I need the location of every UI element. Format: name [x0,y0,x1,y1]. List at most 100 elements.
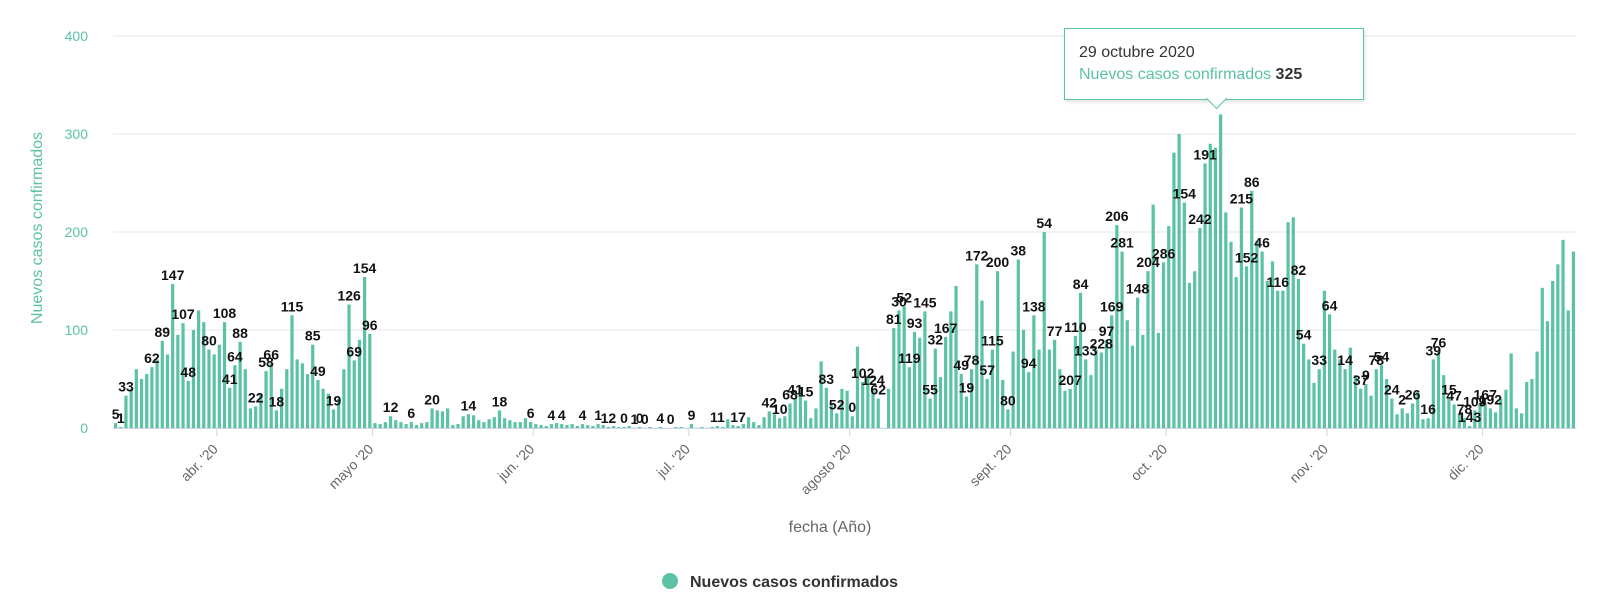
bar[interactable] [466,414,470,428]
bar[interactable] [139,379,144,428]
bar[interactable] [549,424,553,428]
bar[interactable] [798,386,803,428]
bar[interactable] [1084,359,1088,428]
bar[interactable] [1504,389,1508,428]
bar[interactable] [305,374,310,428]
bar[interactable] [1473,410,1477,428]
bar[interactable] [658,427,662,428]
bar[interactable] [1281,290,1285,428]
bar[interactable] [238,341,242,428]
bar[interactable] [1312,382,1316,428]
bar[interactable] [508,420,512,428]
bar[interactable] [783,416,787,428]
bar[interactable] [1104,339,1109,428]
bar[interactable] [1172,152,1176,428]
bar[interactable] [1219,114,1223,429]
bar[interactable] [492,417,496,428]
bar[interactable] [762,417,766,428]
bar[interactable] [1276,290,1280,428]
bar[interactable] [119,427,123,428]
bar[interactable] [1514,408,1518,428]
bar[interactable] [1224,212,1228,428]
bar[interactable] [752,422,756,428]
bar[interactable] [1545,321,1550,428]
bar[interactable] [720,427,725,428]
bar[interactable] [554,423,559,428]
bar[interactable] [212,354,216,429]
bar[interactable] [731,425,735,428]
bar[interactable] [1016,259,1020,428]
bar[interactable] [995,271,1000,428]
bar[interactable] [679,427,683,428]
bar[interactable] [1519,413,1524,428]
bar[interactable] [222,322,227,428]
bar[interactable] [1125,320,1129,428]
bar[interactable] [1317,369,1321,428]
bar[interactable] [1094,349,1098,428]
bar[interactable] [1250,190,1254,428]
bar[interactable] [202,322,206,428]
bar[interactable] [674,427,678,428]
bar[interactable] [1493,412,1498,428]
bar[interactable] [560,424,564,428]
bar[interactable] [228,387,232,428]
bar[interactable] [772,414,777,428]
bar[interactable] [233,365,237,428]
bar[interactable] [964,396,969,428]
bar[interactable] [1483,403,1487,429]
bar[interactable] [824,387,828,428]
bar[interactable] [637,427,642,428]
bar[interactable] [829,403,834,429]
bar[interactable] [1073,335,1077,428]
bar[interactable] [1078,292,1083,428]
bar[interactable] [648,427,652,428]
bar[interactable] [456,424,460,428]
bar[interactable] [596,424,600,428]
bar[interactable] [420,423,424,428]
bar[interactable] [487,419,491,428]
bar[interactable] [1395,414,1399,428]
bar[interactable] [295,359,299,428]
bar[interactable] [399,422,403,428]
legend-marker-icon[interactable] [662,573,678,589]
bar[interactable] [1525,381,1529,428]
bar[interactable] [1369,395,1373,428]
bar[interactable] [347,304,351,428]
bar[interactable] [165,354,170,429]
bar[interactable] [627,426,631,428]
bar[interactable] [1327,314,1332,428]
bar[interactable] [404,424,408,428]
bar[interactable] [601,425,605,428]
bar[interactable] [440,411,445,428]
bar[interactable] [1452,404,1456,428]
bar[interactable] [1385,379,1389,428]
bar[interactable] [285,369,289,428]
bar[interactable] [461,416,465,428]
bar[interactable] [736,426,740,428]
bar[interactable] [565,425,569,428]
bar[interactable] [1229,241,1233,428]
bar[interactable] [326,393,330,428]
bar[interactable] [1110,315,1114,428]
bar[interactable] [741,424,745,428]
bar[interactable] [274,410,279,428]
bar[interactable] [1151,204,1155,428]
bar[interactable] [145,374,149,428]
bar[interactable] [155,359,159,428]
bar[interactable] [788,403,792,429]
bar[interactable] [1462,418,1467,428]
bar[interactable] [1001,379,1005,428]
bar[interactable] [612,426,616,428]
bar[interactable] [425,422,429,428]
bar[interactable] [1571,251,1576,428]
bar[interactable] [186,380,190,428]
bar[interactable] [975,264,979,428]
bar[interactable] [1141,334,1145,428]
bar[interactable] [1530,379,1534,428]
bar[interactable] [1006,409,1010,428]
bar[interactable] [1431,359,1435,428]
bar[interactable] [700,427,704,428]
bar[interactable] [1410,403,1415,429]
bar[interactable] [1551,281,1555,428]
bar[interactable] [586,425,590,428]
